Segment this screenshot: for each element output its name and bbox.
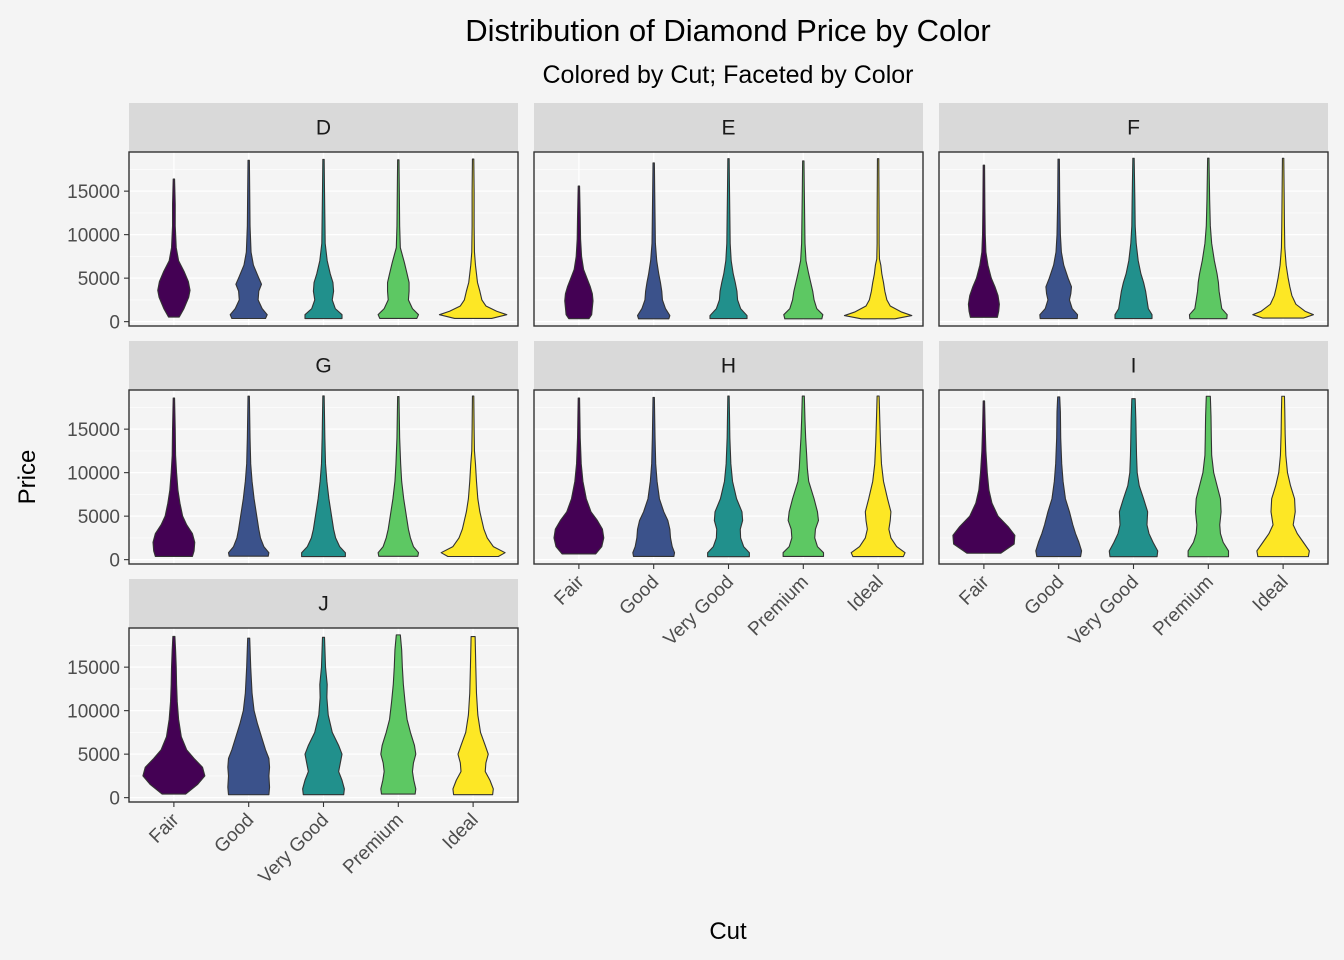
facet-g: G 0 5000 10000 15000 <box>67 341 519 572</box>
facet-strip-f <box>939 103 1328 152</box>
violin-g-ideal <box>440 395 506 558</box>
y-tick-label: 15000 <box>67 182 120 203</box>
violin-j-good <box>227 637 271 796</box>
facet-strip-h <box>534 341 923 390</box>
facet-strip-g <box>129 341 518 390</box>
violin-d-ideal <box>438 158 508 320</box>
violin-f-very-good <box>1114 157 1153 320</box>
violin-g-very-good <box>301 395 346 558</box>
facet-strip-label-i: I <box>1131 355 1137 378</box>
violin-j-ideal <box>452 636 494 796</box>
violin-j-very-good <box>302 636 345 796</box>
y-tick-label: 15000 <box>67 658 120 679</box>
violin-g-good <box>227 395 270 557</box>
violin-h-ideal <box>850 395 906 558</box>
panel-border-f <box>938 151 1329 327</box>
violin-e-fair <box>564 185 594 320</box>
violin-g-fair <box>152 397 196 557</box>
chart-subtitle: Colored by Cut; Faceted by Color <box>542 61 913 89</box>
y-tick-label: 10000 <box>67 226 120 247</box>
violin-f-fair <box>967 164 1000 318</box>
violin-f-premium <box>1188 157 1228 320</box>
facet-strip-j <box>129 579 518 628</box>
facet-strip-label-j: J <box>318 593 329 616</box>
y-tick-label: 10000 <box>67 464 120 485</box>
violin-d-good <box>229 159 268 320</box>
violin-d-very-good <box>304 158 343 320</box>
facet-strip-label-h: H <box>721 355 736 378</box>
violin-g-premium <box>377 396 420 557</box>
facet-f: F <box>938 103 1329 327</box>
panel-border-d <box>128 151 519 327</box>
violin-i-good <box>1035 396 1083 558</box>
y-axis-title: Price <box>14 450 41 505</box>
violin-h-very-good <box>707 395 750 558</box>
violin-h-good <box>632 396 676 557</box>
violin-i-very-good <box>1108 398 1159 558</box>
facet-strip-label-e: E <box>721 117 735 140</box>
violin-e-ideal <box>843 158 913 320</box>
violin-j-fair <box>142 635 206 795</box>
panel-border-g <box>128 389 519 565</box>
y-tick-label: 0 <box>109 551 120 572</box>
y-tick-label: 15000 <box>67 420 120 441</box>
panel-border-e <box>533 151 924 327</box>
violin-i-ideal <box>1256 395 1310 558</box>
facet-strip-label-g: G <box>315 355 331 378</box>
violin-d-fair <box>157 178 191 318</box>
facet-strip-i <box>939 341 1328 390</box>
violin-e-premium <box>783 160 824 320</box>
violin-j-premium <box>380 634 417 795</box>
facet-strip-label-d: D <box>316 117 331 140</box>
chart-title: Distribution of Diamond Price by Color <box>465 13 991 48</box>
violin-i-premium <box>1187 395 1230 558</box>
violin-e-very-good <box>709 158 748 320</box>
y-tick-label: 0 <box>109 313 120 334</box>
violin-i-fair <box>952 400 1016 554</box>
violin-h-premium <box>782 395 825 557</box>
violin-d-premium <box>377 159 420 320</box>
facet-e: E <box>533 103 924 327</box>
y-tick-label: 0 <box>109 789 120 810</box>
y-tick-label: 5000 <box>78 507 120 528</box>
facet-d: D 0 5000 10000 15000 <box>67 103 519 334</box>
facet-strip-d <box>129 103 518 152</box>
facet-strip-label-f: F <box>1127 117 1140 140</box>
violin-f-good <box>1039 158 1079 320</box>
violin-h-fair <box>553 397 605 555</box>
x-axis-title: Cut <box>709 918 747 945</box>
y-tick-label: 5000 <box>78 745 120 766</box>
y-tick-label: 10000 <box>67 702 120 723</box>
y-tick-label: 5000 <box>78 269 120 290</box>
facet-strip-e <box>534 103 923 152</box>
violin-f-ideal <box>1252 157 1314 319</box>
violin-e-good <box>636 162 671 320</box>
